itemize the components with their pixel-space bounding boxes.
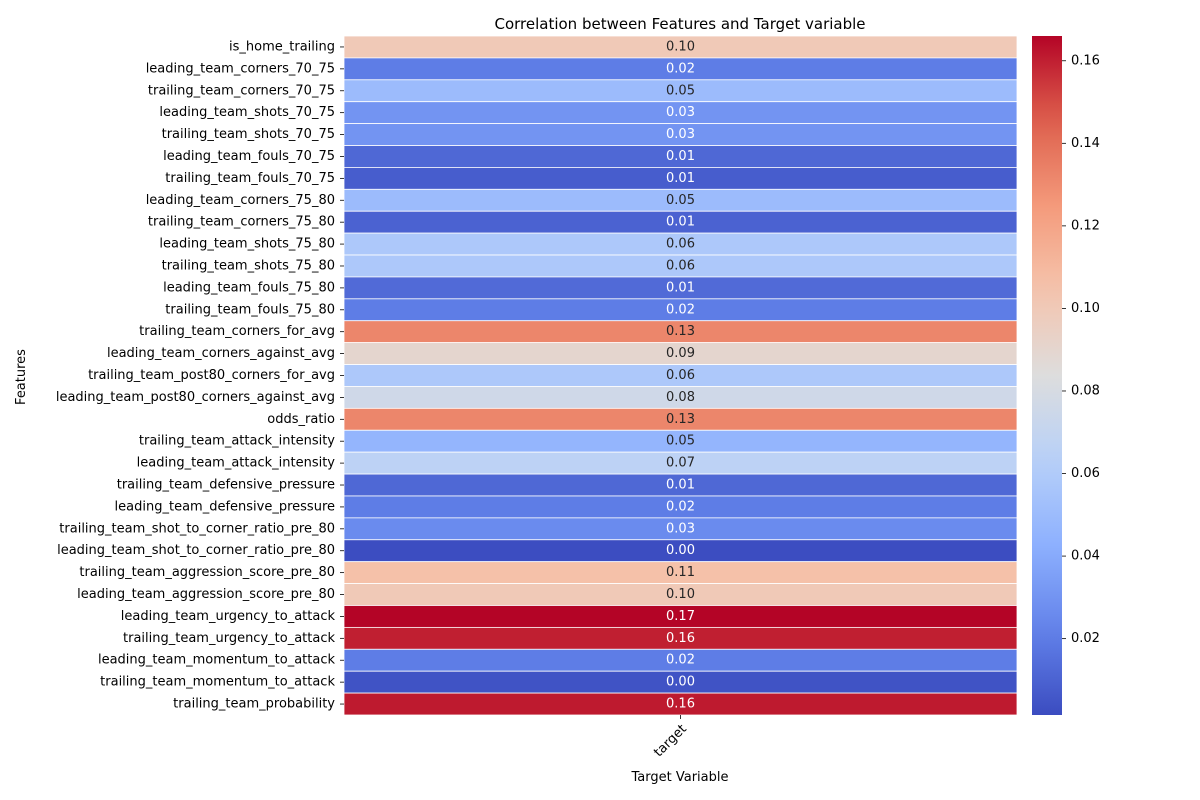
colorbar-tick-label: 0.10	[1071, 301, 1100, 316]
row-tick-label: trailing_team_shot_to_corner_ratio_pre_8…	[59, 521, 335, 536]
cell-value-label: 0.02	[666, 499, 695, 514]
colorbar-tick-label: 0.14	[1071, 136, 1100, 151]
cell-value-label: 0.10	[666, 587, 695, 602]
colorbar-tick-label: 0.06	[1071, 466, 1100, 481]
row-tick-label: trailing_team_probability	[173, 697, 335, 712]
colorbar	[1032, 36, 1062, 715]
cell-value-label: 0.05	[666, 193, 695, 208]
cell-value-label: 0.11	[666, 565, 695, 580]
row-tick-label: leading_team_urgency_to_attack	[121, 609, 336, 624]
row-tick-label: leading_team_shots_75_80	[159, 237, 335, 252]
row-tick-label: is_home_trailing	[229, 39, 335, 54]
row-tick-label: trailing_team_post80_corners_for_avg	[88, 368, 335, 383]
cell-value-label: 0.10	[666, 39, 695, 54]
column-tick-labels: target	[651, 715, 690, 760]
cell-value-label: 0.02	[666, 61, 695, 76]
cell-value-label: 0.07	[666, 456, 695, 471]
colorbar-tick-label: 0.08	[1071, 383, 1100, 398]
cell-value-label: 0.08	[666, 390, 695, 405]
row-tick-label: leading_team_corners_70_75	[146, 61, 335, 76]
column-tick-label: target	[651, 722, 690, 761]
y-axis-label: Features	[14, 349, 29, 405]
colorbar-tick-label: 0.04	[1071, 549, 1100, 564]
cell-value-label: 0.03	[666, 127, 695, 142]
row-tick-label: leading_team_attack_intensity	[137, 456, 336, 471]
cell-value-label: 0.03	[666, 521, 695, 536]
row-tick-label: leading_team_shots_70_75	[159, 105, 335, 120]
cell-value-label: 0.17	[666, 609, 695, 624]
row-tick-label: leading_team_defensive_pressure	[115, 499, 335, 514]
chart-title: Correlation between Features and Target …	[494, 15, 865, 33]
row-tick-label: leading_team_post80_corners_against_avg	[56, 390, 335, 405]
row-tick-label: trailing_team_defensive_pressure	[117, 478, 335, 493]
row-tick-label: leading_team_corners_against_avg	[107, 346, 335, 361]
colorbar-tick-label: 0.16	[1071, 53, 1100, 68]
row-tick-label: trailing_team_attack_intensity	[139, 434, 335, 449]
cell-value-label: 0.13	[666, 324, 695, 339]
cell-value-label: 0.16	[666, 697, 695, 712]
cell-value-label: 0.02	[666, 302, 695, 317]
cell-value-label: 0.01	[666, 149, 695, 164]
cell-value-label: 0.03	[666, 105, 695, 120]
cell-value-label: 0.00	[666, 675, 695, 690]
row-tick-label: trailing_team_corners_for_avg	[139, 324, 335, 339]
colorbar-tick-label: 0.12	[1071, 218, 1100, 233]
cell-value-label: 0.06	[666, 258, 695, 273]
row-tick-label: trailing_team_momentum_to_attack	[100, 675, 335, 690]
cell-value-label: 0.05	[666, 83, 695, 98]
row-tick-label: trailing_team_fouls_75_80	[165, 302, 335, 317]
cell-value-label: 0.06	[666, 368, 695, 383]
row-tick-label: trailing_team_fouls_70_75	[165, 171, 335, 186]
cell-value-label: 0.01	[666, 171, 695, 186]
heatmap-cells: 0.10 0.02 0.05 0.03 0.03 0.01 0.01 0.05 0.01 0.06…	[343, 35, 1018, 716]
cell-value-label: 0.16	[666, 631, 695, 646]
row-tick-label: trailing_team_shots_70_75	[162, 127, 335, 142]
cell-value-label: 0.00	[666, 543, 695, 558]
row-tick-label: odds_ratio	[267, 412, 335, 427]
row-tick-label: leading_team_fouls_70_75	[163, 149, 335, 164]
cell-value-label: 0.01	[666, 478, 695, 493]
x-axis-label: Target Variable	[631, 770, 729, 785]
row-tick-label: trailing_team_corners_70_75	[148, 83, 335, 98]
row-tick-label: leading_team_corners_75_80	[146, 193, 335, 208]
row-tick-label: trailing_team_corners_75_80	[148, 215, 335, 230]
colorbar-ticks: 0.02 0.04 0.06 0.08 0.10 0.12 0.14 0.16	[1062, 53, 1100, 646]
cell-value-label: 0.01	[666, 280, 695, 295]
cell-value-label: 0.06	[666, 237, 695, 252]
row-tick-labels: is_home_trailing leading_team_corners_70_…	[56, 39, 344, 712]
row-tick-label: trailing_team_urgency_to_attack	[123, 631, 335, 646]
cell-value-label: 0.09	[666, 346, 695, 361]
row-tick-label: trailing_team_aggression_score_pre_80	[79, 565, 335, 580]
row-tick-label: leading_team_fouls_75_80	[163, 280, 335, 295]
row-tick-label: leading_team_aggression_score_pre_80	[77, 587, 335, 602]
cell-value-label: 0.13	[666, 412, 695, 427]
row-tick-label: leading_team_momentum_to_attack	[98, 653, 335, 668]
colorbar-tick-label: 0.02	[1071, 631, 1100, 646]
cell-value-label: 0.02	[666, 653, 695, 668]
cell-value-label: 0.05	[666, 434, 695, 449]
row-tick-label: trailing_team_shots_75_80	[162, 258, 335, 273]
cell-value-label: 0.01	[666, 215, 695, 230]
row-tick-label: leading_team_shot_to_corner_ratio_pre_80	[57, 543, 335, 558]
